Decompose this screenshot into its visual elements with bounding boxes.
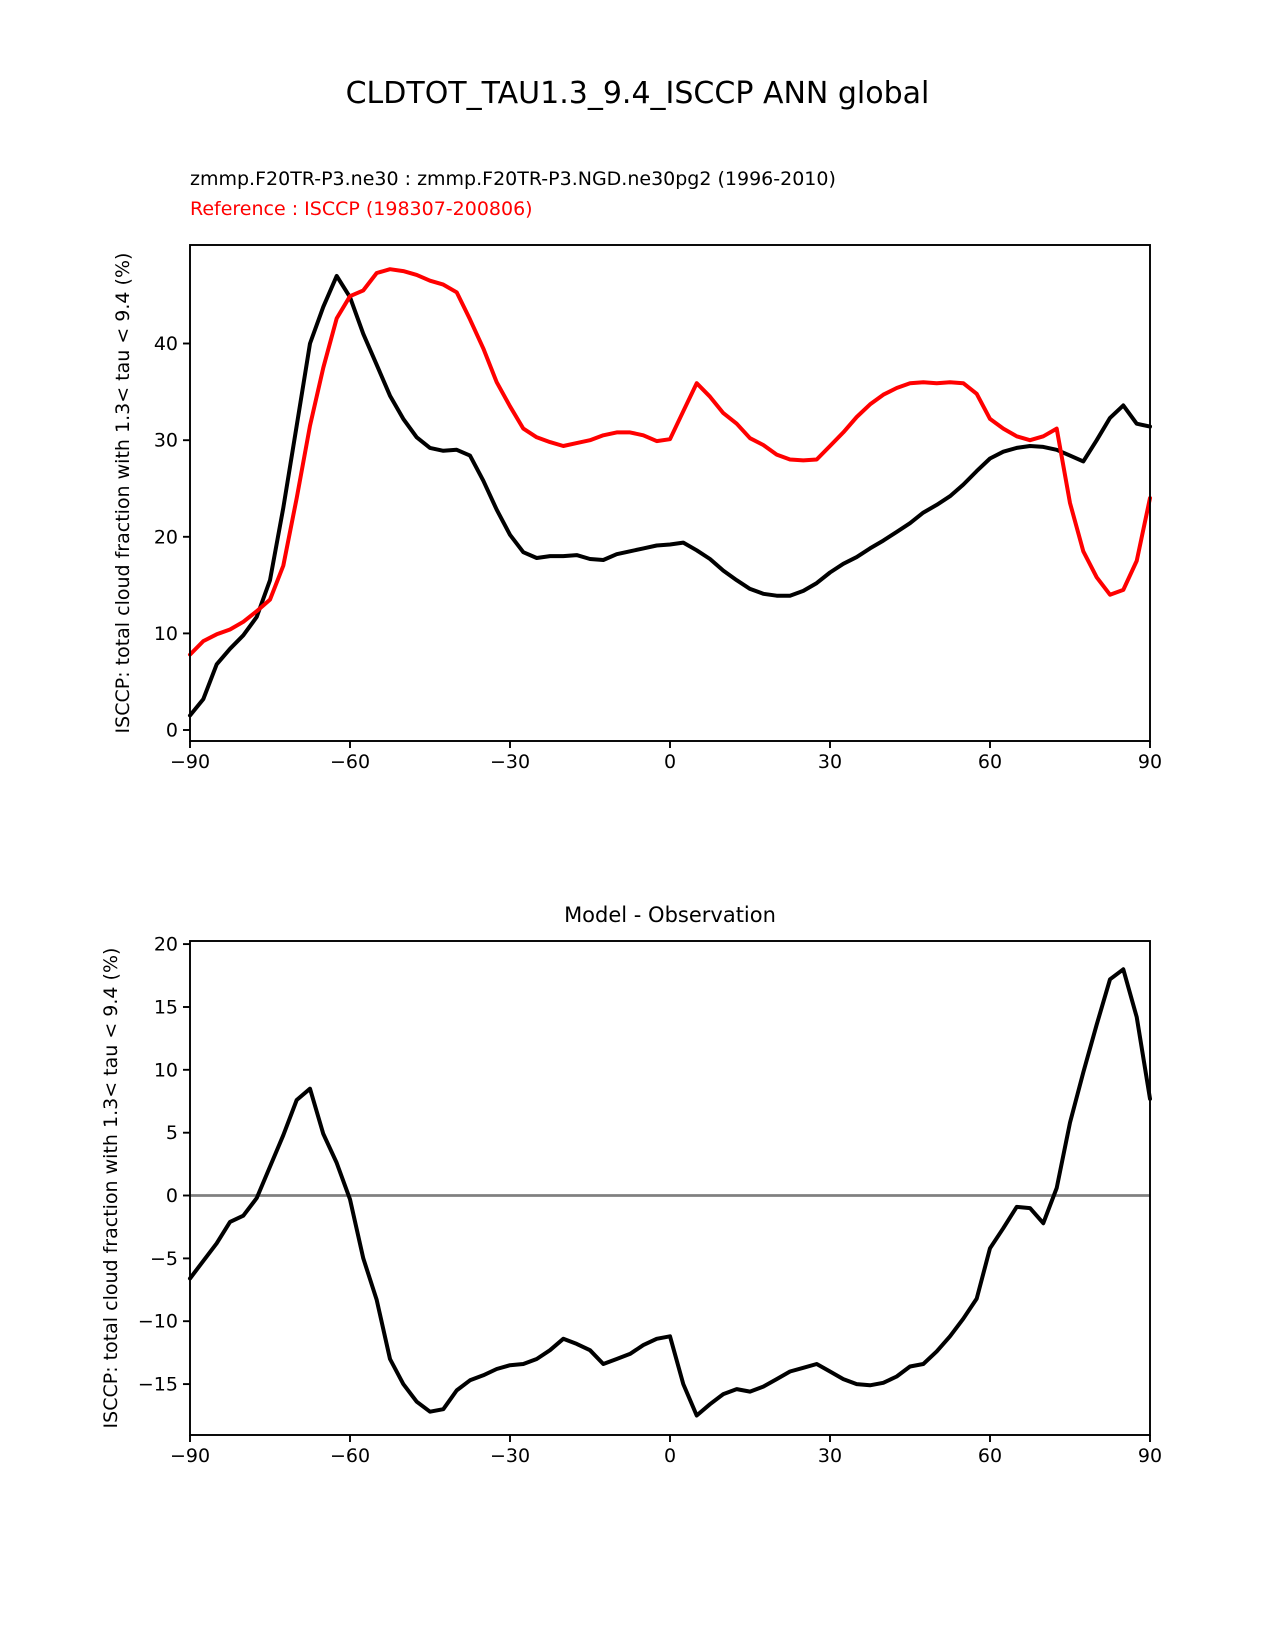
y-tick-label: 20 [154,526,178,548]
x-tick-label: −30 [490,1445,530,1467]
series-line-1-1 [188,273,1152,718]
axes-box [189,244,1151,742]
x-tick-label: 0 [664,751,676,773]
y-tick-label: −5 [150,1248,178,1270]
x-tick-label: 30 [818,1445,842,1467]
subtitle-model-run: zmmp.F20TR-P3.ne30 : zmmp.F20TR-P3.NGD.n… [190,168,836,190]
x-tick-label: −30 [490,751,530,773]
x-tick-label: 30 [818,751,842,773]
y-tick-label: 10 [154,1059,178,1081]
x-tick-label: −60 [330,1445,370,1467]
y-tick-label: 20 [154,934,178,956]
series-line-1-2 [188,267,1152,657]
x-tick-label: −90 [170,1445,210,1467]
y-axis-label-top-chart: ISCCP: total cloud fraction with 1.3< ta… [112,252,134,734]
y-tick-label: 5 [166,1122,178,1144]
x-tick-label: 60 [978,1445,1002,1467]
axes-box [189,940,1151,1436]
y-tick-label: 0 [166,720,178,742]
series-line-2-1 [188,967,1152,1418]
figure-title: CLDTOT_TAU1.3_9.4_ISCCP ANN global [345,76,930,111]
difference-chart-title: Model - Observation [564,903,776,927]
x-tick-label: −90 [170,751,210,773]
x-tick-label: 0 [664,1445,676,1467]
y-tick-label: −15 [138,1374,178,1396]
x-tick-label: 90 [1138,1445,1162,1467]
axes-panel-1: −90 −60 −30 0 30 60 90 0 10 20 30 40 [154,244,1162,773]
y-tick-label: 40 [154,333,178,355]
y-axis-label-bottom-chart: ISCCP: total cloud fraction with 1.3< ta… [100,947,122,1429]
x-tick-label: −60 [330,751,370,773]
y-tick-label: −10 [138,1311,178,1333]
y-tick-label: 15 [154,997,178,1019]
y-tick-label: 0 [166,1185,178,1207]
y-tick-label: 10 [154,623,178,645]
subtitle-reference: Reference : ISCCP (198307-200806) [190,198,533,220]
axes-panel-2: −90 −60 −30 0 30 60 90 −15 −10 −5 0 5 10 15 20 [138,934,1162,1467]
x-tick-label: 60 [978,751,1002,773]
y-tick-label: 30 [154,430,178,452]
x-tick-label: 90 [1138,751,1162,773]
